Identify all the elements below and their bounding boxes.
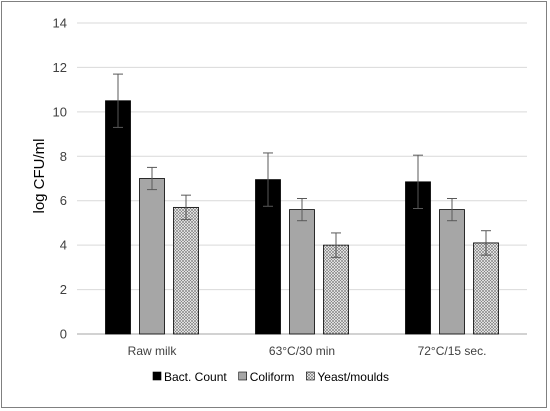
error-bar-1-1 [113,73,123,128]
bar-2-1 [139,178,165,335]
legend-swatch-1 [152,371,162,381]
legend-swatch-3 [306,371,315,381]
category-label: Raw milk [128,344,178,358]
error-bar-2-3 [447,197,457,222]
y-tick-label: 8 [60,149,67,164]
error-bar-3-3 [481,230,491,256]
legend: Bact. Count Coliform Yeast/moulds [152,370,389,384]
category-label: 63°C/30 min [269,344,335,358]
bar-3-3 [473,242,499,335]
bar-2-3 [439,209,465,335]
legend-swatch-2 [238,371,248,381]
y-axis-tick-labels: 0 2 4 6 8 10 12 14 [53,16,67,342]
y-tick-label: 14 [53,16,67,31]
error-bar-1-2 [263,152,273,207]
error-bars [113,73,491,258]
legend-label-2: Coliform [250,370,295,384]
error-bar-2-2 [297,197,307,222]
error-bar-3-2 [331,232,341,258]
bar-2-2 [289,209,315,335]
legend-label-3: Yeast/moulds [317,370,389,384]
bar-1-1 [105,100,131,335]
bars [105,100,499,335]
y-tick-label: 2 [60,282,67,297]
error-bar-1-3 [413,154,423,209]
y-tick-label: 10 [53,104,67,119]
bar-3-2 [323,244,349,335]
y-tick-label: 0 [60,327,67,342]
error-bar-2-1 [147,166,157,191]
y-axis-title: log CFU/ml [31,138,48,213]
error-bar-3-1 [181,194,191,221]
y-tick-label: 6 [60,193,67,208]
y-tick-label: 12 [53,60,67,75]
category-label: 72°C/15 sec. [418,344,487,358]
legend-label-1: Bact. Count [164,370,227,384]
y-tick-label: 4 [60,238,67,253]
x-axis-category-labels: Raw milk 63°C/30 min 72°C/15 sec. [128,344,487,358]
bar-3-1 [173,206,199,335]
